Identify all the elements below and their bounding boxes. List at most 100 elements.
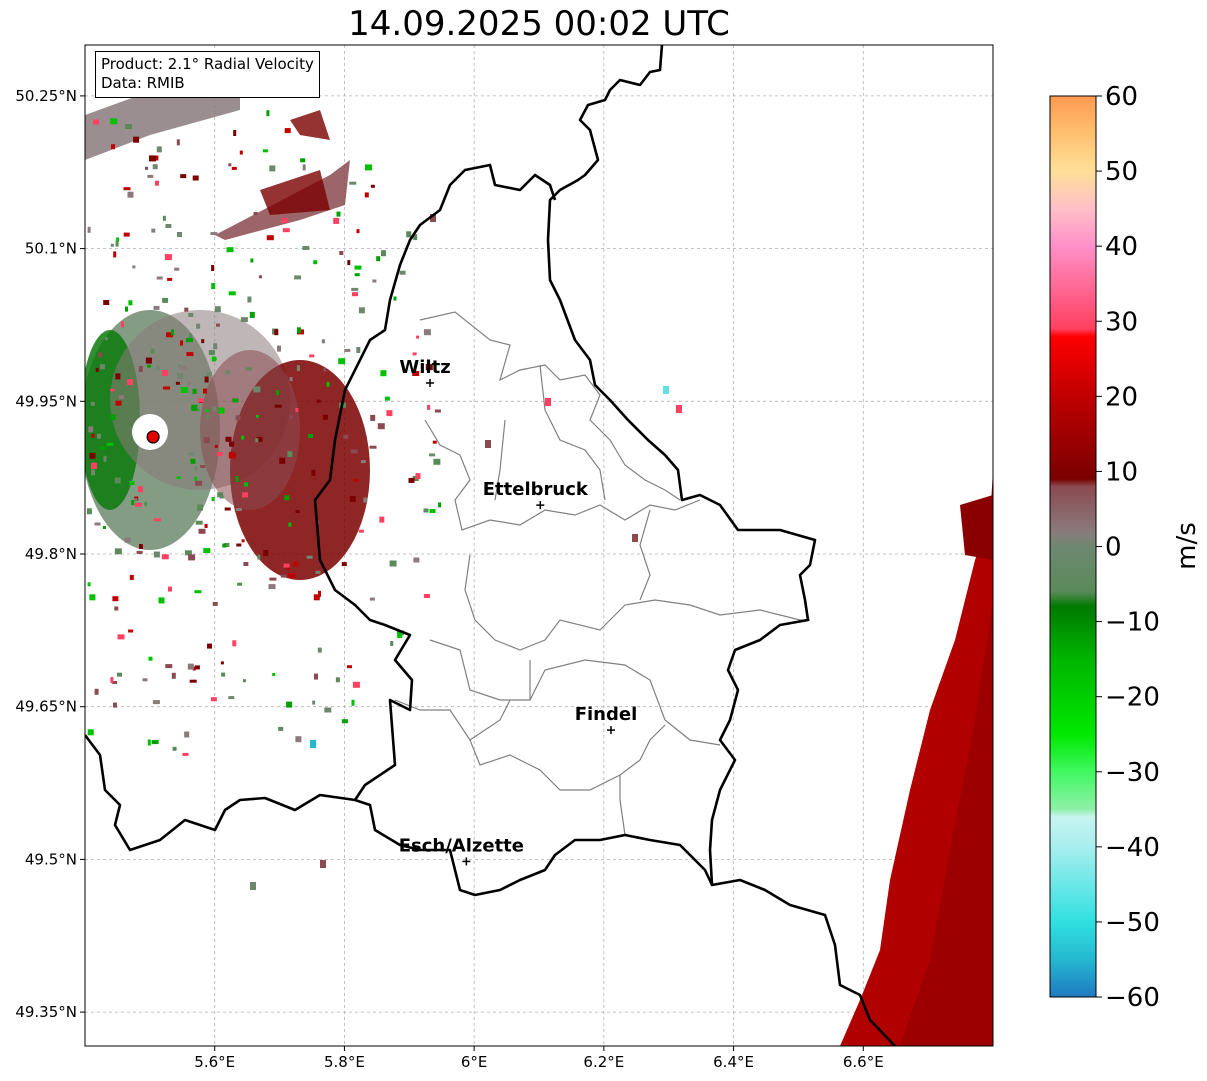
echo-pixel	[212, 357, 217, 361]
echo-pixel	[282, 228, 290, 233]
echo-pixel	[276, 390, 279, 396]
echo-pixel	[139, 544, 143, 549]
echo-pixel	[186, 338, 193, 343]
echo-pixel	[341, 562, 347, 567]
echo-pixel	[222, 543, 227, 548]
echo-pixel	[194, 466, 198, 471]
echo-pixel	[88, 426, 94, 433]
scattered-echo-pixels	[86, 110, 682, 890]
echo-pixel	[132, 265, 136, 269]
echo-pixel	[212, 406, 216, 412]
echo-pixel	[295, 408, 299, 412]
echo-pixel	[147, 364, 151, 368]
lat-tick-label: 49.65°N	[15, 698, 77, 716]
echo-pixel	[313, 594, 320, 601]
echo-pixel	[89, 452, 96, 459]
echo-pixel	[429, 453, 436, 457]
echo-pixel	[322, 414, 328, 420]
echo-pixel	[358, 307, 365, 314]
echo-pixel	[240, 317, 248, 323]
echo-pixel	[317, 647, 322, 653]
echo-pixel	[117, 634, 125, 640]
echo-pixel	[175, 381, 180, 385]
echo-pixel	[147, 739, 151, 746]
echo-pixel	[163, 386, 171, 390]
echo-pixel	[192, 666, 196, 671]
echo-pixel	[189, 679, 197, 683]
echo-pixel	[213, 343, 218, 350]
echo-pixel	[338, 358, 346, 365]
lat-tick-label: 49.35°N	[15, 1003, 77, 1021]
echo-pixel	[236, 543, 242, 547]
colorbar-tick-label: −50	[1105, 908, 1160, 938]
colorbar-tick-label: −40	[1105, 833, 1160, 863]
echo-pixel	[415, 473, 421, 480]
echo-pixel	[425, 364, 433, 371]
echo-pixel	[218, 407, 225, 414]
echo-pixel	[152, 164, 158, 170]
echo-pixel	[106, 442, 114, 446]
echo-pixel	[351, 699, 355, 706]
echo-pixel	[184, 731, 190, 738]
echo-pixel	[187, 663, 194, 670]
echo-pixel	[430, 214, 436, 222]
echo-pixel	[233, 130, 237, 136]
echo-pixel	[179, 365, 187, 370]
echo-pixel	[379, 516, 385, 523]
echo-pixel	[215, 323, 220, 327]
echo-pixel	[242, 492, 248, 498]
echo-pixel	[433, 458, 441, 465]
echo-pixel	[676, 405, 682, 413]
echo-pixel	[103, 455, 107, 462]
echo-pixel	[151, 740, 159, 745]
echo-pixel	[144, 501, 148, 506]
echo-pixel	[110, 677, 114, 684]
echo-pixel	[220, 661, 224, 665]
canton-borders	[394, 311, 810, 836]
city-label: Esch/Alzette	[399, 835, 524, 856]
echo-pixel	[311, 469, 316, 476]
city-label: Findel	[575, 704, 638, 725]
echo-pixel	[87, 582, 91, 587]
echo-pixel	[182, 752, 189, 756]
echo-pixel	[369, 445, 377, 449]
echo-pixel	[412, 371, 420, 376]
echo-pixel	[429, 509, 436, 513]
echo-pixel	[188, 333, 192, 340]
echo-pixel	[293, 561, 299, 567]
echo-pixel	[156, 364, 160, 371]
echo-pixel	[177, 364, 181, 368]
echo-pixel	[195, 520, 203, 525]
echo-pixel	[87, 729, 94, 736]
lat-tick-label: 50.1°N	[25, 240, 77, 258]
echo-pixel	[352, 681, 360, 688]
colorbar-tick-label: 40	[1105, 232, 1138, 262]
echo-pixel	[176, 139, 180, 146]
echo-pixel	[115, 240, 119, 247]
echo-pixel	[123, 232, 130, 237]
echo-pixel	[142, 678, 148, 682]
echo-cluster-west	[85, 90, 370, 580]
lon-tick-label: 6.6°E	[843, 1053, 884, 1071]
echo-pixel	[300, 158, 306, 163]
echo-pixel	[99, 446, 106, 450]
echo-pixel	[406, 231, 412, 238]
echo-pixel	[216, 452, 223, 456]
echo-pixel	[312, 700, 316, 705]
echo-pixel	[356, 347, 361, 353]
echo-pixel	[115, 373, 121, 380]
echo-pixel	[321, 339, 325, 344]
echo-pixel	[243, 562, 249, 566]
echo-pixel	[133, 136, 140, 143]
colorbar-unit-label: m/s	[1172, 522, 1202, 570]
echo-pixel	[206, 414, 210, 419]
echo-pixel	[187, 452, 194, 456]
echo-pixel	[253, 386, 261, 393]
echo-pixel	[200, 465, 206, 468]
echo-pixel	[386, 410, 393, 417]
echo-pixel	[127, 379, 133, 386]
echo-pixel	[244, 482, 249, 487]
echo-pixel	[318, 590, 321, 597]
echo-pixel	[145, 357, 152, 364]
